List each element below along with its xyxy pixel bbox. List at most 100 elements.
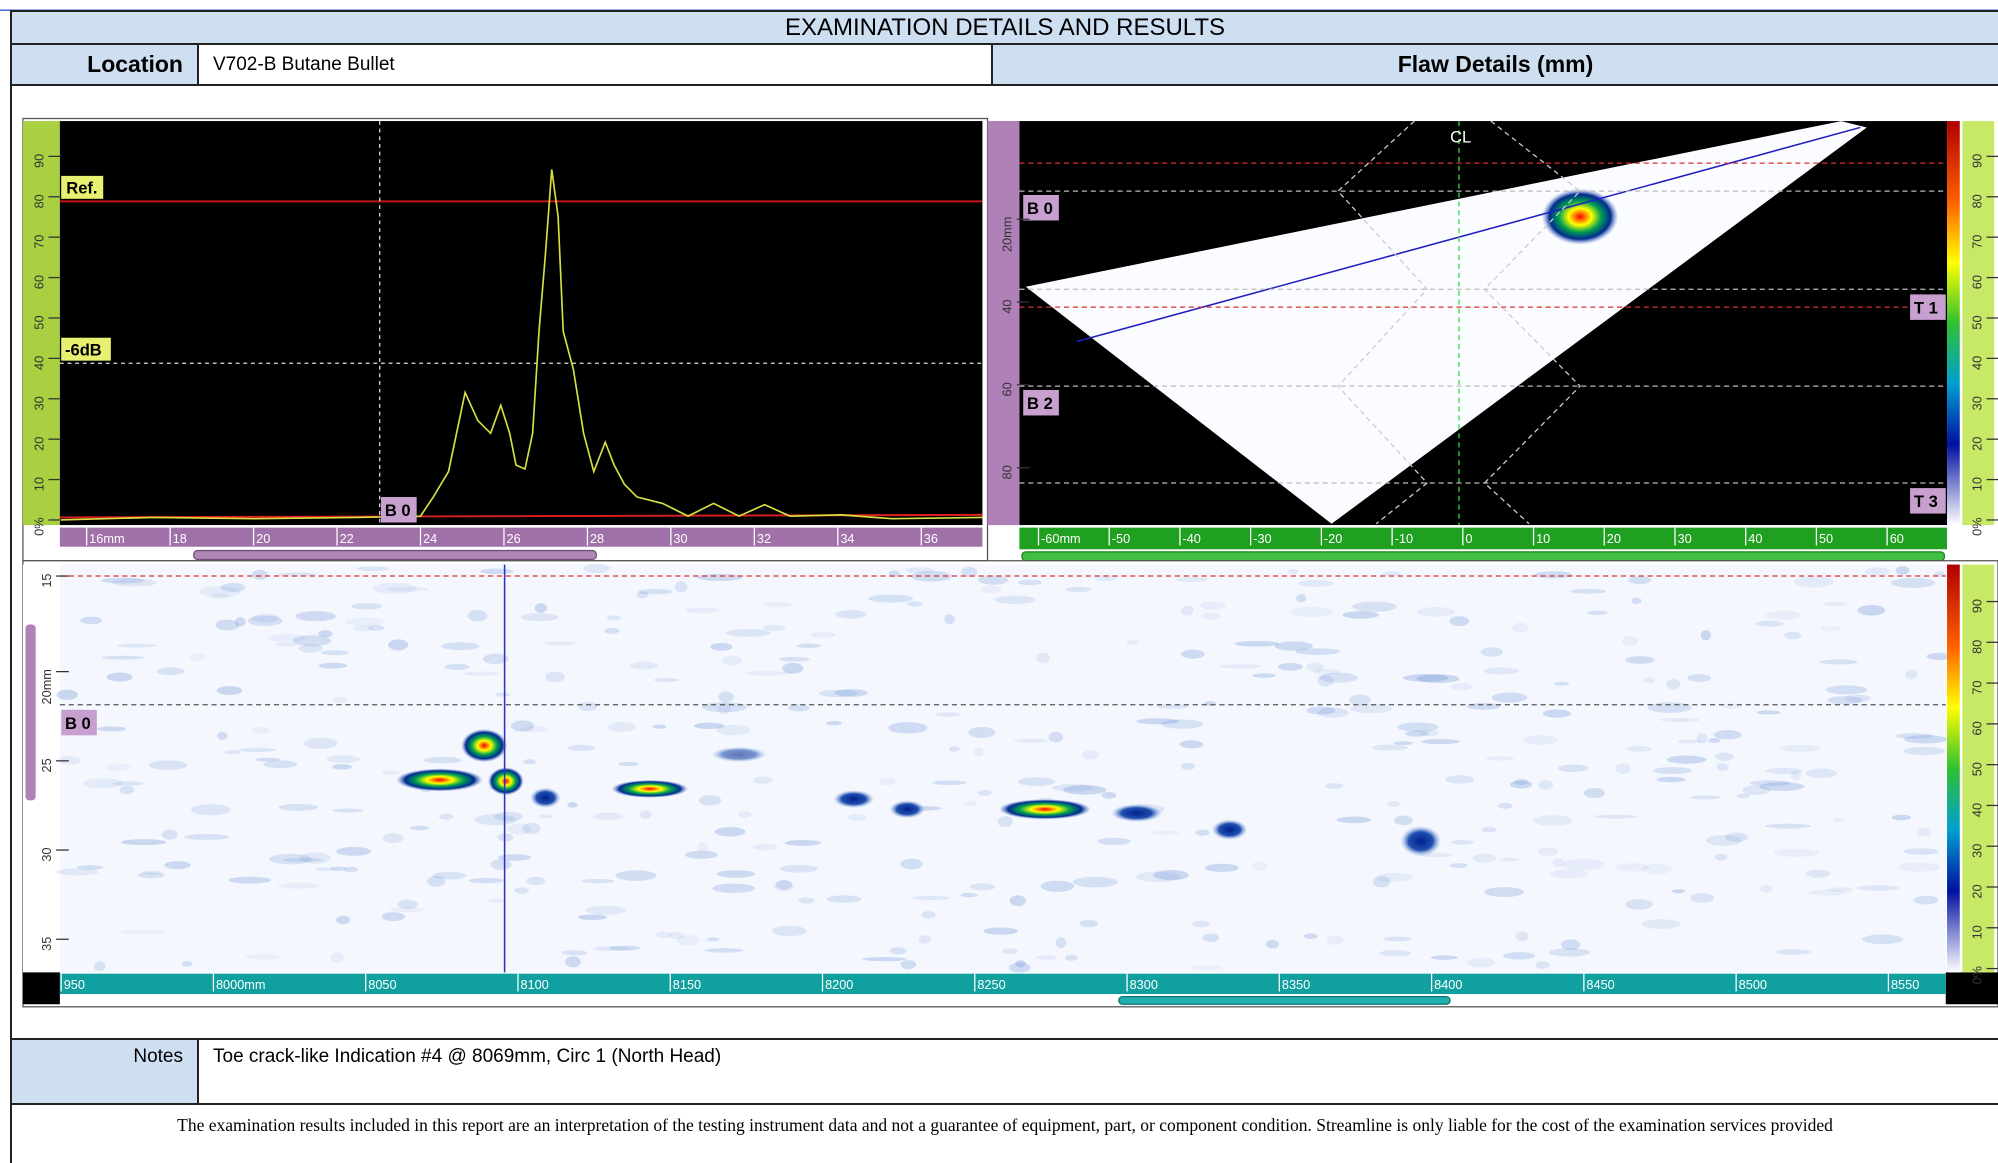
noise-speck [111,578,157,587]
noise-speck [1306,662,1325,672]
label-box [1910,488,1946,514]
noise-speck [1097,837,1131,846]
noise-speck [738,811,752,818]
noise-speck [117,643,157,648]
noise-speck [1126,639,1139,646]
noise-speck [1916,827,1932,837]
noise-speck [190,804,232,816]
noise-speck [1615,763,1631,775]
noise-speck [1324,783,1344,789]
noise-speck [1063,785,1107,795]
x-tick-label: 34 [840,531,854,546]
noise-speck [1832,818,1845,823]
noise-speck [1823,601,1847,607]
noise-speck [1532,815,1573,826]
noise-speck [717,703,731,714]
noise-speck [960,892,978,898]
noise-speck [615,870,657,881]
noise-speck [1151,830,1180,836]
noise-speck [1480,647,1504,657]
notes-cell: Toe crack-like Indication #4 @ 8069mm, C… [197,1038,1998,1105]
noise-speck [321,650,349,656]
noise-speck [1808,889,1847,896]
s-scan-indication [1541,188,1619,245]
noise-speck [1625,656,1655,664]
title: EXAMINATION DETAILS AND RESULTS [784,13,1226,41]
noise-speck [1371,744,1408,751]
noise-speck [1820,626,1842,632]
noise-speck [386,586,428,592]
noise-speck [256,757,282,762]
noise-speck [474,814,517,826]
noise-speck [1179,740,1204,749]
s-scan-y-axis [993,121,1020,526]
noise-speck [1376,872,1413,882]
y-tick-label: 40 [1969,356,1984,370]
indication [530,787,561,808]
x-tick-label: 20 [1607,531,1621,546]
noise-speck [1631,597,1642,604]
noise-speck [1251,861,1268,871]
noise-speck [669,932,685,940]
y-tick-label: 80 [1969,194,1984,208]
x-tick-label: 0 [1465,531,1472,546]
noise-speck [752,843,778,851]
centerline-label: CL [1450,128,1471,147]
noise-speck [278,803,319,811]
noise-speck [1317,707,1349,718]
y-tick-label: 50 [31,315,46,329]
noise-speck [352,625,375,632]
gate-label: B 0 [65,714,91,733]
indication [833,790,875,808]
x-tick-label: 50 [1819,531,1833,546]
noise-speck [1561,858,1605,870]
label-box [61,337,111,361]
indication [396,768,483,792]
noise-speck [698,795,722,806]
noise-speck [1205,863,1239,872]
noise-speck [523,759,536,765]
x-tick-label: 30 [1678,531,1692,546]
noise-speck [1903,746,1945,756]
noise-speck [784,839,822,846]
noise-speck [106,672,133,682]
x-tick-label: 950 [64,977,85,992]
a-scan-plot [59,121,983,526]
y-tick-label: 40 [1969,803,1984,817]
noise-speck [111,781,145,786]
noise-speck [1295,594,1307,603]
noise-speck [298,644,323,653]
noise-speck [1297,579,1334,587]
skip-line [1076,126,1861,343]
noise-speck [567,744,596,751]
noise-speck [1079,919,1099,928]
y-tick-label: 10 [1969,477,1984,491]
noise-speck [439,813,454,820]
x-tick-label: -60mm [1041,531,1081,546]
noise-speck [482,653,509,665]
x-tick-label: 20 [256,531,270,546]
noise-speck [1303,933,1318,939]
noise-speck [973,747,984,757]
color-bar [1947,121,1960,526]
noise-speck [1036,955,1057,960]
footer-cell: The examination results included in this… [10,1103,1998,1163]
indication [999,799,1091,820]
noise-speck [100,577,145,584]
noise-speck [83,778,124,789]
noise-speck [1513,778,1529,786]
gate-label: B 0 [385,501,411,520]
noise-speck [725,629,772,637]
noise-speck [181,960,193,967]
noise-speck [637,589,673,595]
c-scan-plot [59,564,1946,973]
noise-speck [148,760,188,770]
location-label: Location [87,51,183,77]
y-tick-label: 10 [31,477,46,491]
noise-speck [1484,887,1525,898]
noise-speck [1583,788,1605,799]
noise-speck [1687,674,1712,682]
noise-speck [655,931,673,938]
noise-speck [1570,588,1607,594]
noise-speck [1319,672,1359,683]
